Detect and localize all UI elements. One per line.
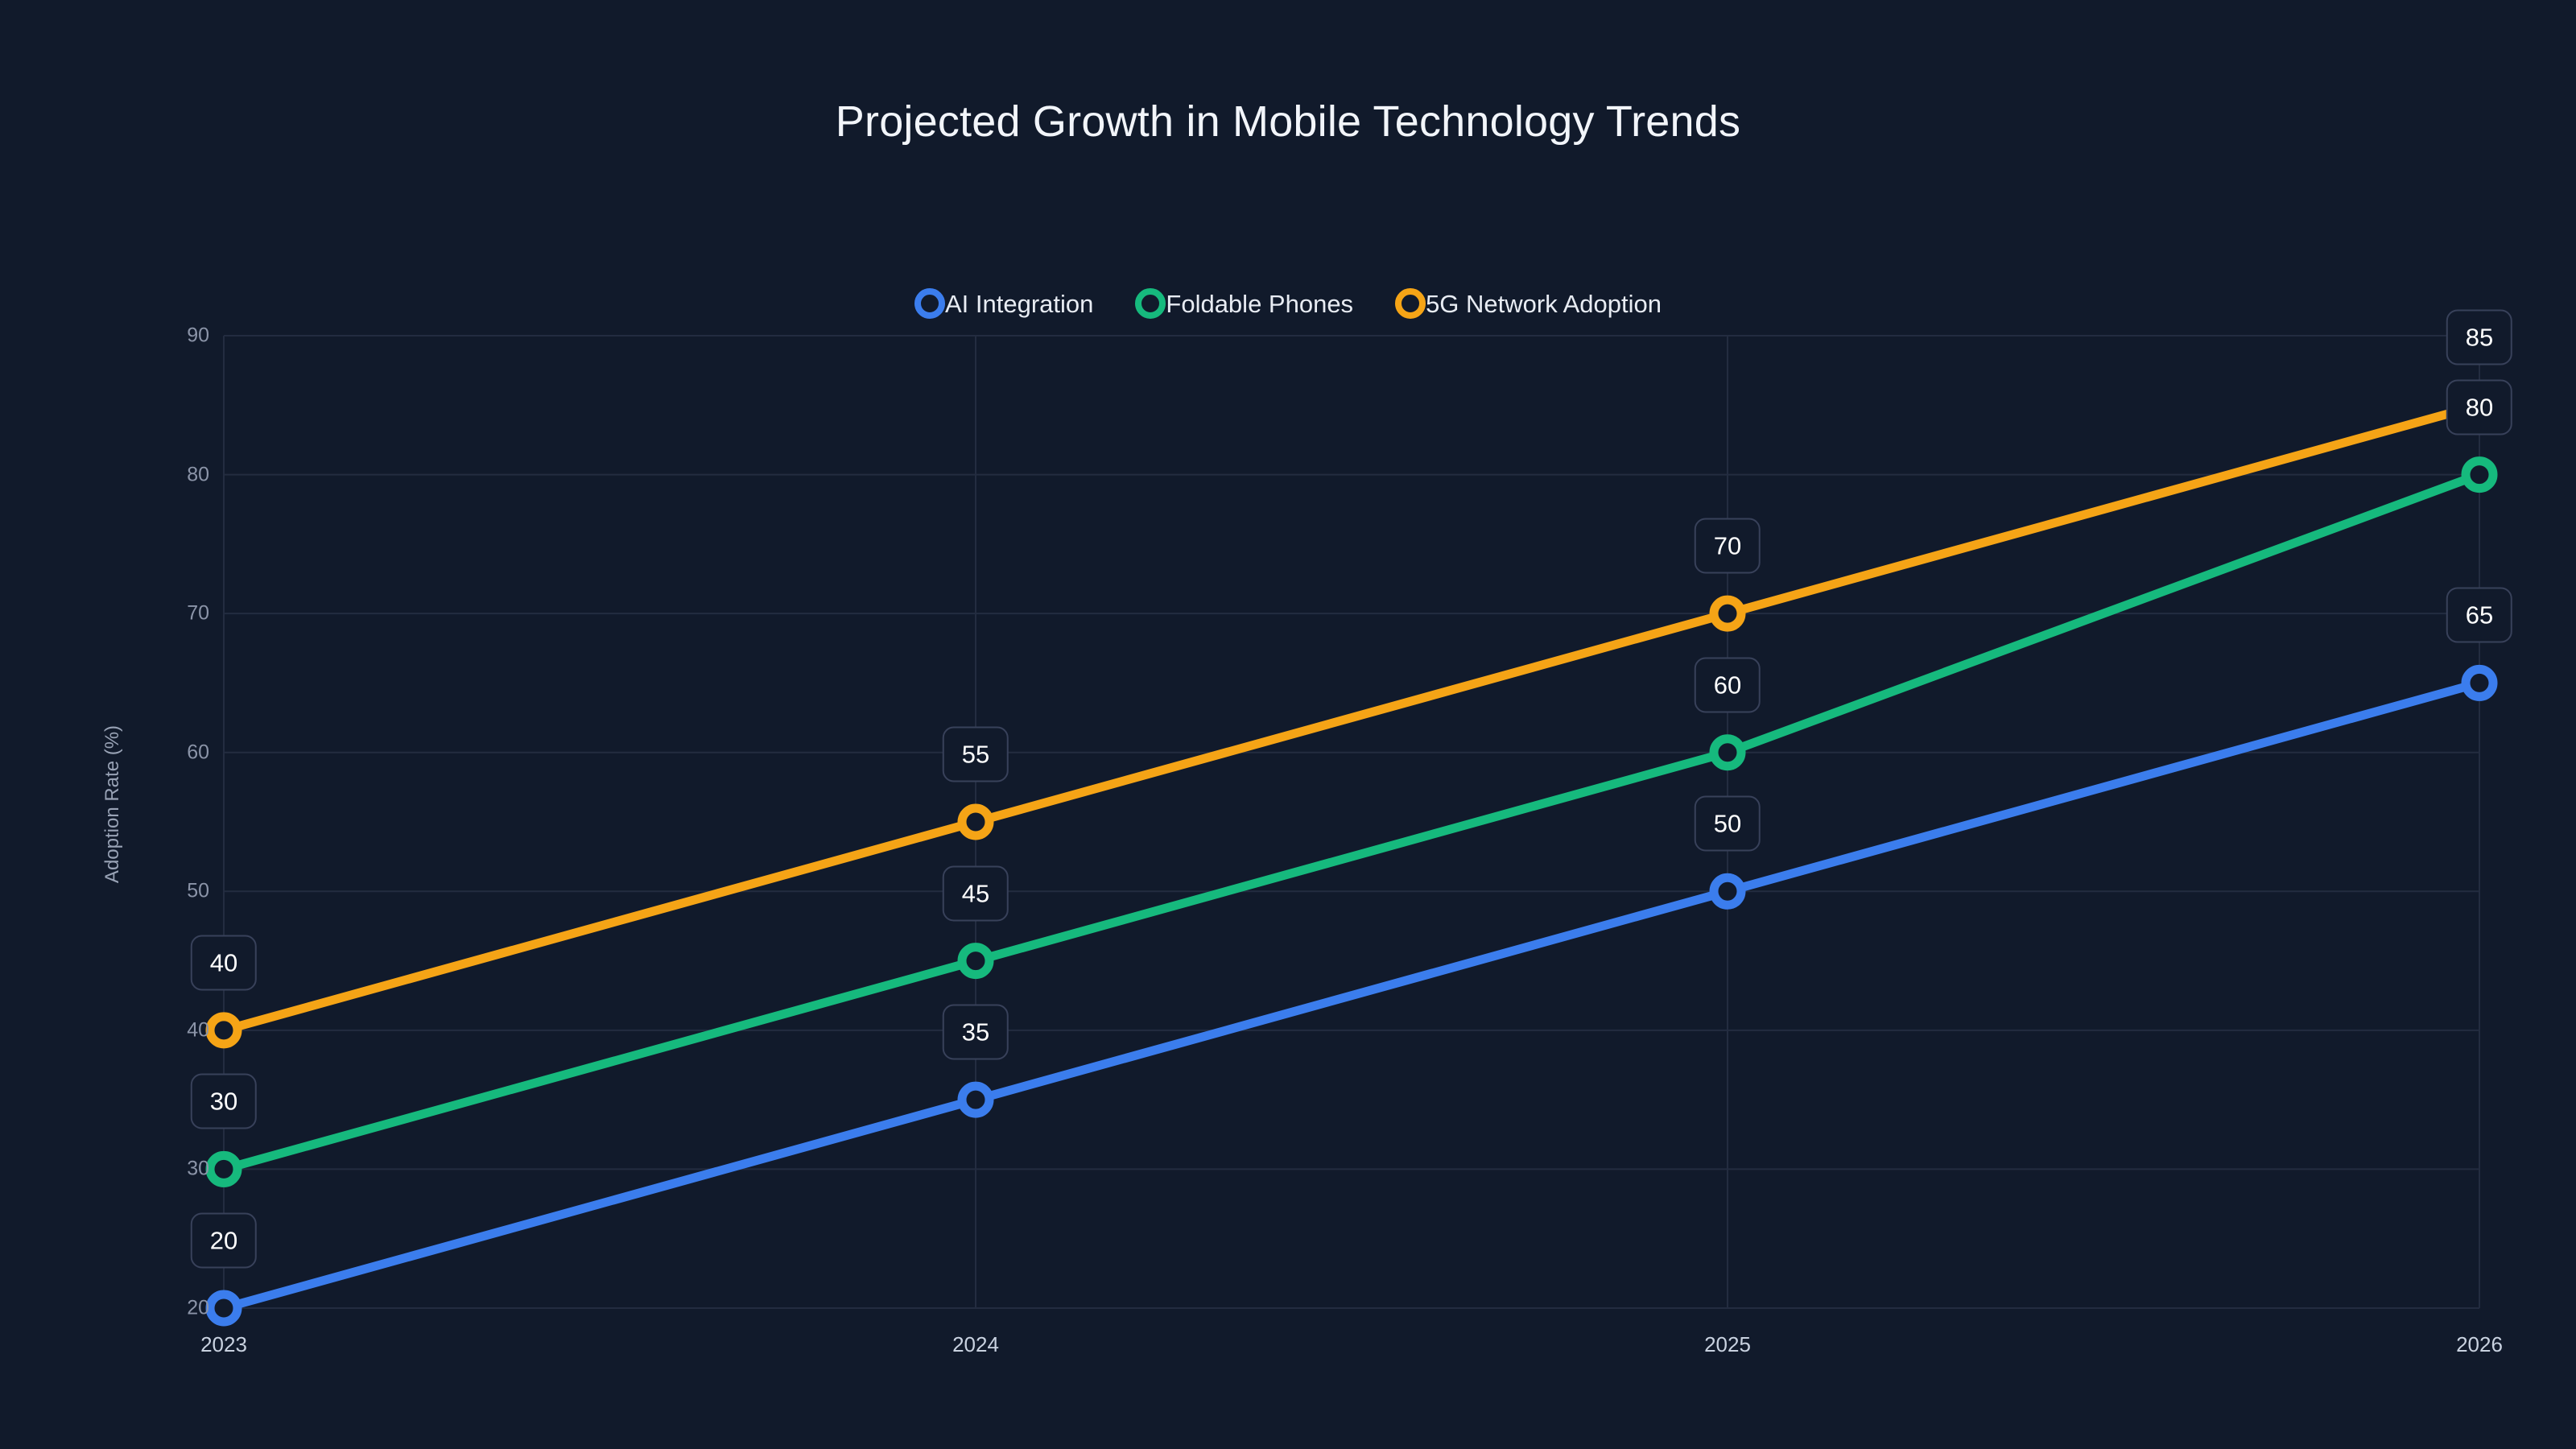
data-point-marker[interactable] bbox=[957, 803, 994, 840]
x-axis-tick-label: 2024 bbox=[952, 1332, 999, 1356]
data-point-label: 35 bbox=[942, 1004, 1009, 1060]
ring-icon bbox=[914, 288, 945, 319]
y-axis-tick-label: 50 bbox=[187, 879, 209, 902]
y-axis-tick-label: 90 bbox=[187, 324, 209, 347]
legend-item-label: 5G Network Adoption bbox=[1426, 289, 1662, 318]
y-axis-tick-label: 20 bbox=[187, 1296, 209, 1319]
data-point-label: 70 bbox=[1694, 518, 1761, 574]
x-axis-tick-label: 2023 bbox=[200, 1332, 247, 1356]
y-axis-tick-label: 30 bbox=[187, 1157, 209, 1180]
legend-item-label: AI Integration bbox=[944, 289, 1094, 318]
data-point-label: 60 bbox=[1694, 657, 1761, 713]
y-axis-tick-label: 70 bbox=[187, 601, 209, 625]
legend-item-label: Foldable Phones bbox=[1166, 289, 1354, 318]
ring-icon bbox=[1395, 288, 1426, 319]
data-point-marker[interactable] bbox=[2461, 664, 2498, 701]
data-point-marker[interactable] bbox=[205, 1290, 242, 1327]
y-axis-title: Adoption Rate (%) bbox=[101, 724, 123, 884]
chart-title: Projected Growth in Mobile Technology Tr… bbox=[835, 97, 1741, 146]
ring-icon bbox=[1135, 288, 1166, 319]
series-line bbox=[219, 678, 2484, 1313]
data-point-marker[interactable] bbox=[205, 1150, 242, 1187]
data-point-label: 65 bbox=[2446, 587, 2513, 643]
data-point-label: 85 bbox=[2446, 309, 2513, 365]
data-point-marker[interactable] bbox=[957, 943, 994, 980]
legend-item[interactable]: 5G Network Adoption bbox=[1395, 288, 1662, 319]
legend-item[interactable]: Foldable Phones bbox=[1135, 288, 1353, 319]
data-point-label: 30 bbox=[190, 1073, 258, 1129]
data-point-label: 45 bbox=[942, 865, 1009, 922]
y-axis-tick-label: 60 bbox=[187, 741, 209, 764]
y-axis-tick-label: 80 bbox=[187, 463, 209, 486]
data-point-label: 20 bbox=[190, 1212, 258, 1269]
data-point-label: 40 bbox=[190, 935, 258, 991]
x-axis-tick-label: 2025 bbox=[1704, 1332, 1751, 1356]
data-point-label: 50 bbox=[1694, 795, 1761, 852]
series-line bbox=[219, 400, 2484, 1035]
x-axis-tick-label: 2026 bbox=[2456, 1332, 2503, 1356]
data-point-marker[interactable] bbox=[1709, 595, 1746, 632]
data-point-marker[interactable] bbox=[2461, 456, 2498, 493]
data-point-label: 80 bbox=[2446, 379, 2513, 436]
data-point-marker[interactable] bbox=[1709, 734, 1746, 771]
chart-legend: AI Integration Foldable Phones 5G Network … bbox=[0, 288, 2576, 319]
data-point-marker[interactable] bbox=[205, 1012, 242, 1049]
series-line bbox=[219, 470, 2484, 1174]
legend-item[interactable]: AI Integration bbox=[914, 288, 1093, 319]
data-point-marker[interactable] bbox=[1709, 873, 1746, 910]
data-point-marker[interactable] bbox=[957, 1081, 994, 1118]
y-axis-tick-label: 40 bbox=[187, 1018, 209, 1042]
data-point-label: 55 bbox=[942, 726, 1009, 782]
